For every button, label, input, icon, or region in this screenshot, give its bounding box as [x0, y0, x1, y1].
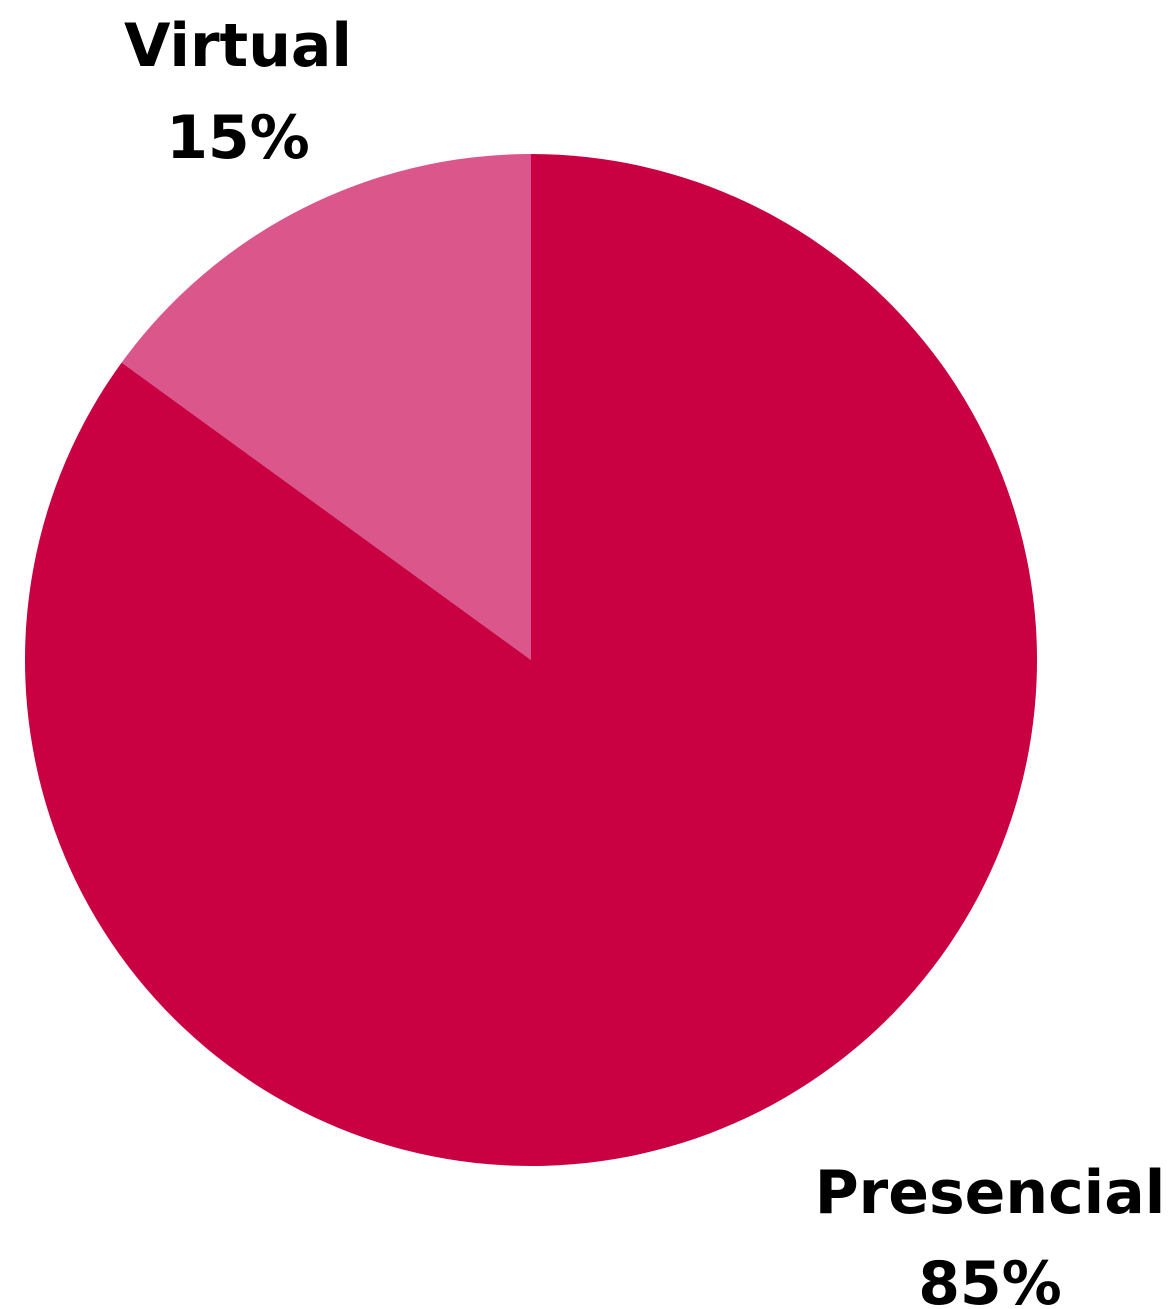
label-presencial-percent: 85% — [918, 1249, 1062, 1309]
pie-slices — [25, 154, 1038, 1166]
pie-labels: Virtual 15% Presencial 85% — [124, 11, 1165, 1309]
label-presencial-name: Presencial — [815, 1158, 1166, 1228]
label-virtual-name: Virtual — [124, 11, 352, 81]
label-virtual-percent: 15% — [166, 103, 310, 173]
pie-slice-presencial — [25, 154, 1038, 1166]
pie-slice-virtual — [121, 154, 531, 660]
